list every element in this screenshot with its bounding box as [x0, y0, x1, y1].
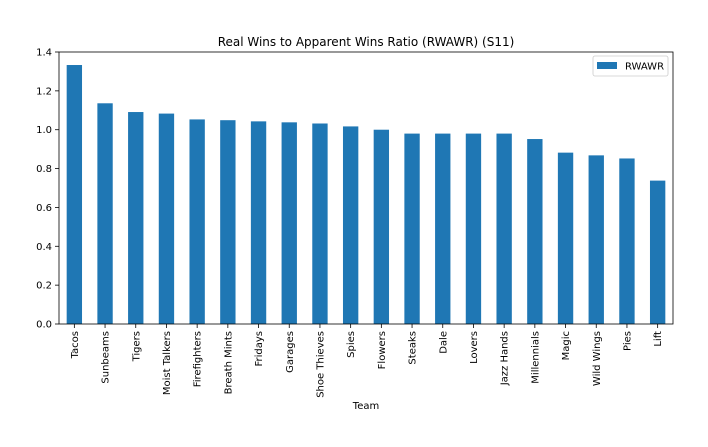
bar-pies: [619, 158, 635, 324]
y-tick-label: 1.2: [36, 86, 52, 97]
x-tick-label: Jazz Hands: [500, 331, 511, 386]
x-tick-label: Breath Mints: [223, 331, 234, 394]
x-axis: Tacos Sunbeams Tigers Moist Talkers Firefigh…: [70, 324, 664, 398]
bars-layer: [66, 65, 666, 325]
x-tick-label: Lovers: [469, 331, 480, 364]
x-tick-label: Garages: [285, 331, 296, 373]
bar-magic: [557, 152, 574, 324]
y-tick-label: 0.6: [36, 203, 52, 214]
bar-tacos: [66, 65, 83, 324]
x-tick-label: Flowers: [377, 331, 388, 369]
bar-dale: [435, 133, 451, 324]
y-tick-label: 0.8: [36, 164, 52, 175]
x-tick-label: Tacos: [70, 331, 81, 359]
x-tick-label: Spies: [346, 331, 357, 358]
bar-flowers: [373, 129, 390, 324]
x-tick-label: Shoe Thieves: [315, 331, 326, 398]
bar-millennials: [527, 139, 543, 324]
legend-label: RWAWR: [625, 62, 664, 73]
y-tick-label: 0.0: [36, 320, 52, 331]
x-tick-label: Fridays: [254, 331, 265, 367]
x-tick-label: Pies: [622, 331, 633, 351]
bar-breath-mints: [220, 120, 236, 325]
bar-tigers: [128, 112, 144, 324]
x-tick-label: Magic: [561, 331, 572, 360]
bar-steaks: [404, 133, 420, 324]
bar-shoe-thieves: [312, 123, 328, 324]
bar-sunbeams: [97, 103, 113, 324]
bar-wild-wings: [588, 155, 604, 324]
x-tick-label: Dale: [438, 331, 449, 354]
x-axis-title: Team: [352, 401, 379, 412]
x-tick-label: Sunbeams: [101, 331, 112, 384]
bar-firefighters: [189, 119, 205, 324]
bar-spies: [342, 126, 359, 324]
plot-frame: [58, 51, 674, 325]
legend: RWAWR: [592, 55, 669, 77]
y-tick-label: 0.2: [36, 281, 52, 292]
y-tick-label: 1.4: [36, 48, 52, 59]
legend-box: [592, 55, 669, 77]
x-tick-label: Firefighters: [193, 331, 204, 387]
bar-lift: [649, 180, 666, 324]
bar-moist-talkers: [158, 113, 175, 325]
x-tick-label: Moist Talkers: [162, 331, 173, 395]
legend-swatch: [597, 62, 617, 69]
bar-lovers: [465, 133, 482, 324]
x-tick-label: Millennials: [530, 331, 541, 384]
bar-fridays: [250, 121, 267, 324]
y-tick-label: 0.4: [36, 242, 52, 253]
bar-jazz-hands: [496, 133, 512, 324]
y-axis: 0.0 0.2 0.4 0.6 0.8 1.0 1.2 1.4: [36, 48, 59, 331]
x-tick-label: Steaks: [408, 331, 419, 365]
x-tick-label: Tigers: [131, 331, 142, 362]
x-tick-label: Lift: [653, 331, 664, 347]
bar-garages: [281, 122, 297, 325]
chart-title: Real Wins to Apparent Wins Ratio (RWAWR)…: [218, 35, 515, 49]
y-tick-label: 1.0: [36, 125, 52, 136]
x-tick-label: Wild Wings: [592, 331, 603, 386]
